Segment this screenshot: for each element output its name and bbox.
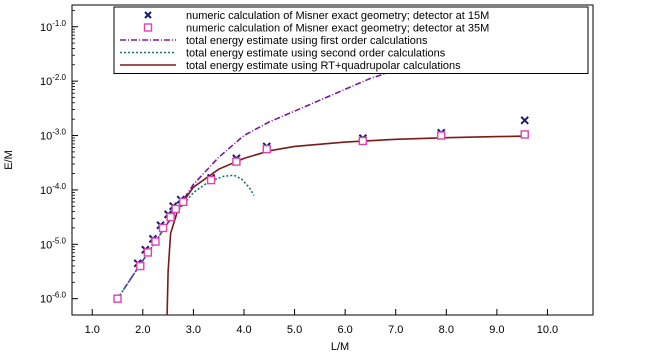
data-point-square — [136, 261, 145, 271]
x-tick-label: 4.0 — [236, 324, 251, 336]
y-tick-label: 10-4.0 — [40, 182, 67, 197]
x-axis-label: L/M — [331, 341, 349, 353]
series-line-3 — [116, 26, 523, 300]
y-tick-label: 10-3.0 — [40, 128, 67, 143]
legend-label: numeric calculation of Misner exact geom… — [186, 10, 489, 22]
data-point-square — [437, 131, 446, 140]
x-tick-label: 9.0 — [489, 324, 504, 336]
data-point-square — [151, 237, 160, 246]
y-tick-label: 10-6.0 — [40, 291, 67, 306]
legend-label: total energy estimate using RT+quadrupol… — [186, 60, 461, 72]
legend-box — [113, 6, 589, 74]
plot-area — [113, 26, 529, 316]
legend-item: numeric calculation of Misner exact geom… — [144, 10, 489, 22]
y-tick-label: 10-2.0 — [40, 73, 67, 88]
x-tick-label: 6.0 — [337, 324, 352, 336]
legend: numeric calculation of Misner exact geom… — [113, 6, 589, 74]
legend-item: total energy estimate using second order… — [120, 48, 446, 60]
data-point-square — [143, 248, 153, 257]
y-axis-label: E/M — [3, 150, 15, 170]
data-point-square — [166, 212, 175, 222]
data-point-square — [262, 144, 271, 154]
legend-swatch — [143, 23, 153, 32]
legend-item: numeric calculation of Misner exact geom… — [143, 23, 489, 35]
data-point-square — [358, 136, 368, 146]
data-point-square — [179, 197, 188, 207]
legend-item: total energy estimate using RT+quadrupol… — [120, 60, 461, 72]
y-tick-label: 10-1.0 — [40, 19, 67, 34]
data-point-square — [158, 223, 168, 233]
data-point-square — [520, 130, 529, 139]
x-tick-label: 1.0 — [85, 324, 100, 336]
data-point-x — [520, 116, 529, 125]
x-tick-label: 2.0 — [135, 324, 150, 336]
legend-item: total energy estimate using first order … — [120, 35, 428, 47]
x-tick-label: 10.0 — [537, 324, 558, 336]
y-axis: 10-6.0 10-5.0 10-4.0 10-3.0 10-2.0 10-1.0 — [40, 9, 78, 306]
legend-label: total energy estimate using first order … — [186, 35, 428, 47]
data-point-square — [206, 175, 216, 185]
x-tick-label: 5.0 — [287, 324, 302, 336]
data-point-square — [113, 294, 122, 303]
x-tick-label: 3.0 — [186, 324, 201, 336]
data-point-square — [232, 157, 241, 166]
y-tick-label: 10-5.0 — [40, 236, 67, 251]
plot-frame — [71, 4, 594, 316]
x-tick-label: 7.0 — [388, 324, 403, 336]
data-point-square — [171, 204, 180, 214]
x-axis: 1.0 2.0 3.0 4.0 5.0 6.0 7.0 8.0 9.0 10.0 — [85, 309, 558, 336]
legend-label: total energy estimate using second order… — [186, 48, 446, 60]
legend-label: numeric calculation of Misner exact geom… — [186, 23, 489, 35]
x-tick-label: 8.0 — [439, 324, 454, 336]
